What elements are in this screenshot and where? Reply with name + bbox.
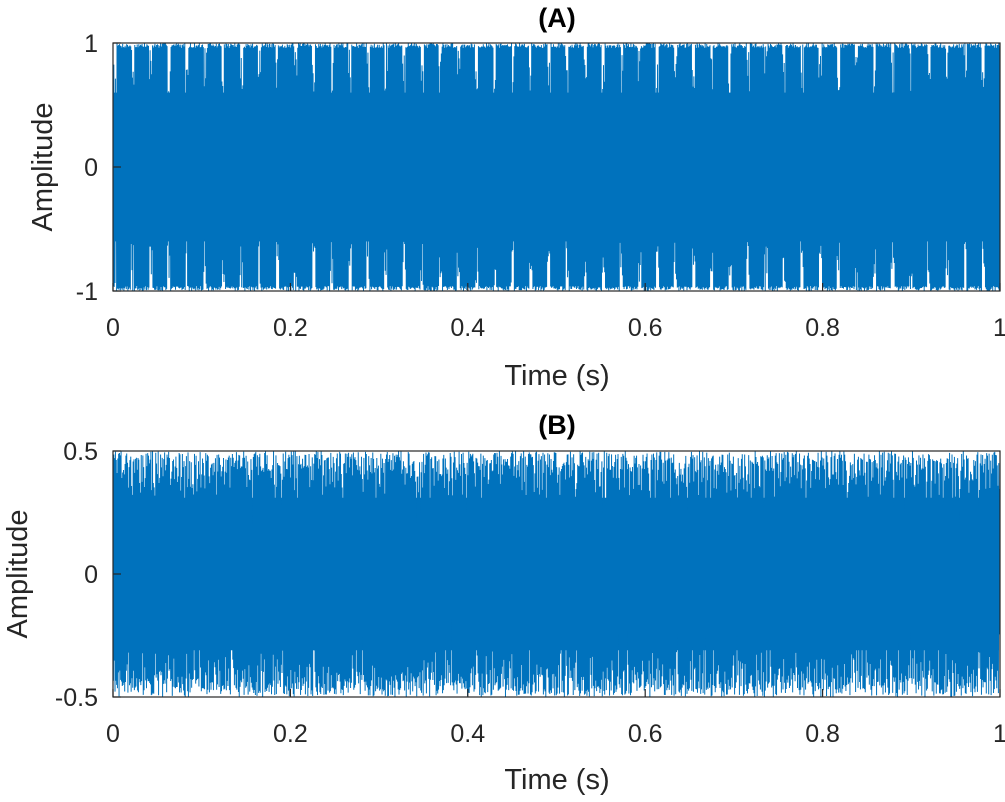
panel-a-xticks: 0 0.2 0.4 0.6 0.8 1 <box>106 283 1005 342</box>
panel-a-signal-line <box>112 42 1001 292</box>
panel-a-xlabel: Time (s) <box>504 360 609 392</box>
panel-a-ytick-label: 0 <box>84 154 98 182</box>
panel-b-yticks: -0.5 0 0.5 <box>55 438 121 712</box>
panel-b-title: (B) <box>538 410 575 440</box>
panel-a-xtick-label: 0.8 <box>805 314 840 342</box>
panel-b: (B) 0 0.2 0.4 0.6 0.8 1 -0.5 0 0.5 Time (s) Amp… <box>2 410 1005 796</box>
panel-b-xtick-label: 0.8 <box>805 720 840 748</box>
panel-b-ytick-label: 0 <box>84 561 98 589</box>
panel-a-plot-area <box>112 42 1001 292</box>
panel-a-xtick-label: 0.6 <box>628 314 663 342</box>
panel-a-title: (A) <box>538 3 575 33</box>
panel-a-xtick-label: 0 <box>106 314 120 342</box>
panel-a-xtick-label: 0.2 <box>273 314 308 342</box>
panel-a-xtick-label: 1 <box>993 314 1005 342</box>
panel-b-ytick-label: 0.5 <box>63 438 98 466</box>
panel-b-xtick-label: 1 <box>993 720 1005 748</box>
panel-b-plot-area <box>112 451 1001 697</box>
panel-a-ytick-label: 1 <box>84 30 98 58</box>
panel-b-xtick-label: 0 <box>106 720 120 748</box>
panel-b-xlabel: Time (s) <box>504 764 609 796</box>
panel-a-xtick-label: 0.4 <box>450 314 485 342</box>
panel-b-ylabel: Amplitude <box>2 510 34 639</box>
panel-b-ytick-label: -0.5 <box>55 684 98 712</box>
panel-b-xtick-label: 0.4 <box>450 720 485 748</box>
panel-a-ylabel: Amplitude <box>27 103 59 232</box>
panel-b-xticks: 0 0.2 0.4 0.6 0.8 1 <box>106 689 1005 748</box>
panel-b-signal-line <box>112 451 1001 697</box>
panel-a-yticks: -1 0 1 <box>76 30 121 306</box>
panel-b-xtick-label: 0.2 <box>273 720 308 748</box>
panel-b-xtick-label: 0.6 <box>628 720 663 748</box>
panel-a-ytick-label: -1 <box>76 278 98 306</box>
panel-a: (A) 0 0.2 0.4 0.6 0.8 1 -1 0 1 Time (s) Amplitu… <box>27 3 1005 392</box>
